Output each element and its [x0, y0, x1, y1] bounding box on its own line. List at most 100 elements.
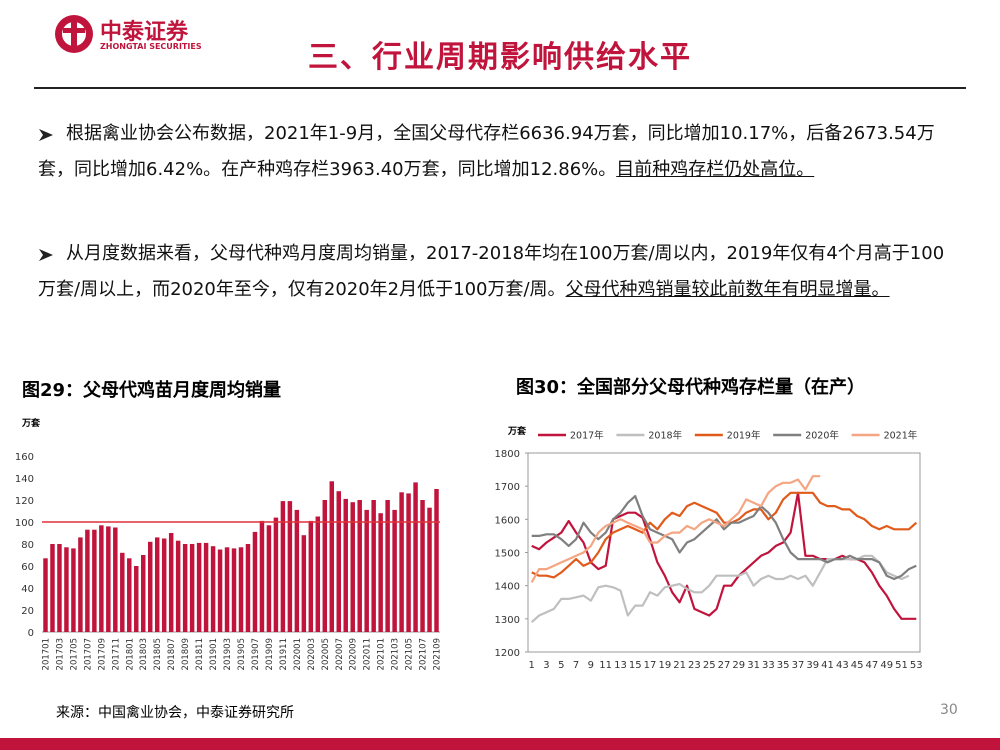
x-tick-label: 202007: [335, 638, 345, 670]
x-tick-label: 201907: [251, 638, 261, 670]
bullet: 根据禽业协会公布数据，2021年1-9月，全国父母代存栏6636.94万套，同比…: [38, 116, 960, 188]
bar: [399, 492, 404, 632]
bar: [210, 546, 216, 632]
x-tick-label: 201703: [55, 638, 65, 670]
bar: [134, 566, 139, 632]
y-tick-label: 1400: [495, 582, 520, 593]
bar: [113, 527, 118, 632]
x-tick-label: 19: [658, 660, 671, 671]
x-tick-label: 47: [866, 660, 879, 671]
y-tick-label: 1800: [495, 449, 520, 460]
x-tick-label: 25: [703, 660, 716, 671]
chart-title: 图29：父母代鸡苗月度周均销量: [22, 380, 282, 401]
x-tick-label: 9: [588, 660, 594, 671]
x-tick-label: 201705: [69, 638, 79, 670]
x-tick-label: 29: [732, 660, 745, 671]
bar: [106, 526, 111, 632]
bar: [364, 509, 369, 632]
bullet-underline: 目前种鸡存栏仍处高位。: [616, 159, 815, 180]
bullet-text: 根据禽业协会公布数据，2021年1-9月，全国父母代存栏6636.94万套，同比…: [38, 123, 935, 180]
bar: [175, 540, 181, 632]
y-tick-label: 1700: [495, 482, 520, 493]
x-tick-label: 31: [747, 660, 760, 671]
x-tick-label: 201903: [223, 638, 233, 670]
bar: [343, 498, 348, 632]
series-line: [531, 495, 917, 581]
x-tick-label: 37: [792, 660, 805, 671]
x-tick-label: 201711: [111, 638, 121, 670]
y-tick-label: 40: [21, 584, 34, 595]
y-tick-label: 100: [15, 518, 34, 529]
y-tick-label: 1300: [495, 615, 520, 626]
x-tick-label: 201707: [83, 638, 93, 670]
x-tick-label: 202101: [377, 638, 387, 670]
y-tick-label: 80: [21, 540, 34, 551]
bar: [120, 552, 125, 632]
x-tick-label: 201901: [209, 638, 219, 670]
y-axis-label: 万套: [507, 425, 527, 437]
bar: [336, 491, 341, 632]
x-tick-label: 39: [806, 660, 819, 671]
x-tick-label: 49: [880, 660, 893, 671]
bar: [273, 517, 279, 632]
y-tick-label: 1500: [495, 549, 520, 560]
bar: [245, 544, 251, 632]
x-tick-label: 201801: [125, 638, 135, 670]
x-tick-label: 53: [910, 660, 923, 671]
x-tick-label: 35: [777, 660, 790, 671]
y-tick-label: 140: [15, 474, 34, 485]
bar: [357, 500, 362, 632]
x-tick-label: 51: [895, 660, 908, 671]
bar: [127, 558, 132, 632]
slide-title: 三、行业周期影响供给水平: [308, 40, 692, 75]
bar: [413, 482, 418, 632]
bar: [406, 493, 411, 632]
bar: [168, 533, 174, 632]
x-tick-label: 201809: [181, 638, 191, 670]
x-tick-label: 43: [836, 660, 849, 671]
x-tick-label: 7: [573, 660, 579, 671]
bar: [392, 509, 397, 632]
y-tick-label: 160: [15, 452, 34, 463]
x-tick-label: 202005: [321, 638, 331, 670]
x-tick-label: 201811: [195, 638, 205, 670]
x-tick-label: 202001: [293, 638, 303, 670]
bar: [266, 525, 272, 632]
footer-bar: [0, 738, 1000, 750]
y-tick-label: 1600: [495, 515, 520, 526]
logo-en: ZHONGTAI SECURITIES: [100, 42, 202, 51]
bar: [141, 555, 146, 632]
bar: [78, 537, 83, 632]
x-tick-label: 5: [558, 660, 564, 671]
x-tick-label: 33: [762, 660, 775, 671]
logo-icon: [55, 15, 93, 53]
bar: [238, 547, 244, 632]
logo-cn: 中泰证券: [100, 20, 189, 45]
x-tick-label: 201909: [265, 638, 275, 670]
bar: [329, 481, 335, 632]
bar: [308, 520, 314, 632]
chart: 万套 0 20 40 60 80 100 120 140 160 201701 201703 20170…: [15, 417, 443, 670]
x-tick-label: 202109: [433, 638, 443, 670]
bar: [434, 489, 439, 632]
bar: [203, 542, 209, 632]
legend-label: 2021年: [884, 430, 918, 442]
plot-frame: [527, 452, 921, 653]
x-tick-label: 13: [614, 660, 627, 671]
x-tick-label: 202009: [349, 638, 359, 670]
x-tick-label: 202105: [405, 638, 415, 670]
y-tick-label: 120: [15, 496, 34, 507]
page-number: 30: [940, 702, 958, 718]
y-tick-label: 60: [21, 562, 34, 573]
x-tick-label: 15: [629, 660, 642, 671]
x-tick-label: 1: [529, 660, 535, 671]
bar: [224, 547, 230, 632]
bar: [350, 502, 355, 632]
source: 来源：中国禽业协会，中泰证券研究所: [56, 705, 294, 721]
x-tick-label: 23: [688, 660, 701, 671]
bullet-arrow: [39, 249, 53, 261]
bar: [147, 541, 153, 632]
bullet: 从月度数据来看，父母代种鸡月度周均销量，2017-2018年均在100万套/周以…: [38, 236, 960, 308]
x-tick-label: 41: [821, 660, 834, 671]
x-tick-label: 201905: [237, 638, 247, 670]
